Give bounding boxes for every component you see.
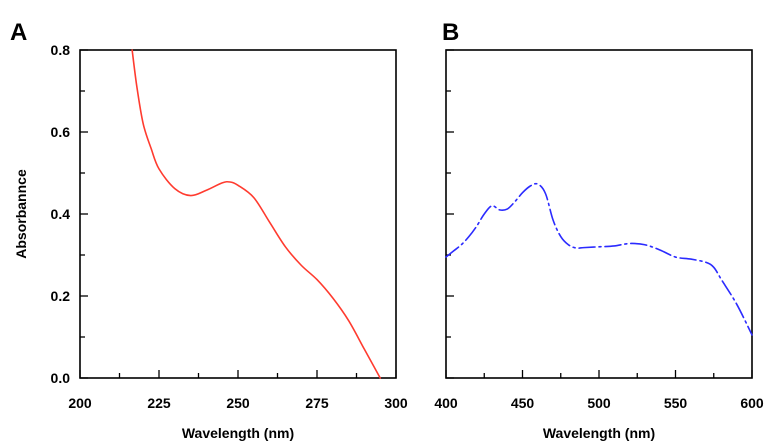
panel-b-xtick-label: 500 (587, 395, 611, 411)
panel-a-ytick-label: 0.6 (51, 124, 71, 140)
panel-a-xtick-label: 300 (384, 395, 408, 411)
panel-b-xtick-label: 600 (740, 395, 764, 411)
panel-b-label: B (442, 19, 459, 46)
panel-b-xtick-label: 450 (511, 395, 535, 411)
panel-a-x-axis-title: Wavelength (nm) (182, 425, 294, 441)
panel-a-y-axis-title: Absorbannce (13, 169, 29, 259)
panel-a-xtick-label: 250 (226, 395, 250, 411)
panel-b-xtick-label: 400 (434, 395, 458, 411)
panel-a-ytick-label: 0.8 (51, 42, 71, 58)
panel-b-x-axis-title: Wavelength (nm) (543, 425, 655, 441)
panel-a-frame (79, 49, 397, 379)
panel-b-xtick-label: 550 (664, 395, 688, 411)
panel-a-xtick-label: 275 (305, 395, 329, 411)
panel-b-frame (445, 49, 753, 379)
panel-a-label: A (10, 19, 27, 46)
panel-b-series-line (445, 182, 753, 336)
panel-a-series-line (131, 49, 381, 379)
panel-a-xtick-label: 225 (147, 395, 171, 411)
panel-a-ytick-label: 0.4 (51, 206, 71, 222)
panel-a-xtick-label: 200 (68, 395, 92, 411)
panel-a-ytick-label: 0.2 (51, 288, 71, 304)
panel-a-ytick-label: 0.0 (51, 370, 71, 386)
